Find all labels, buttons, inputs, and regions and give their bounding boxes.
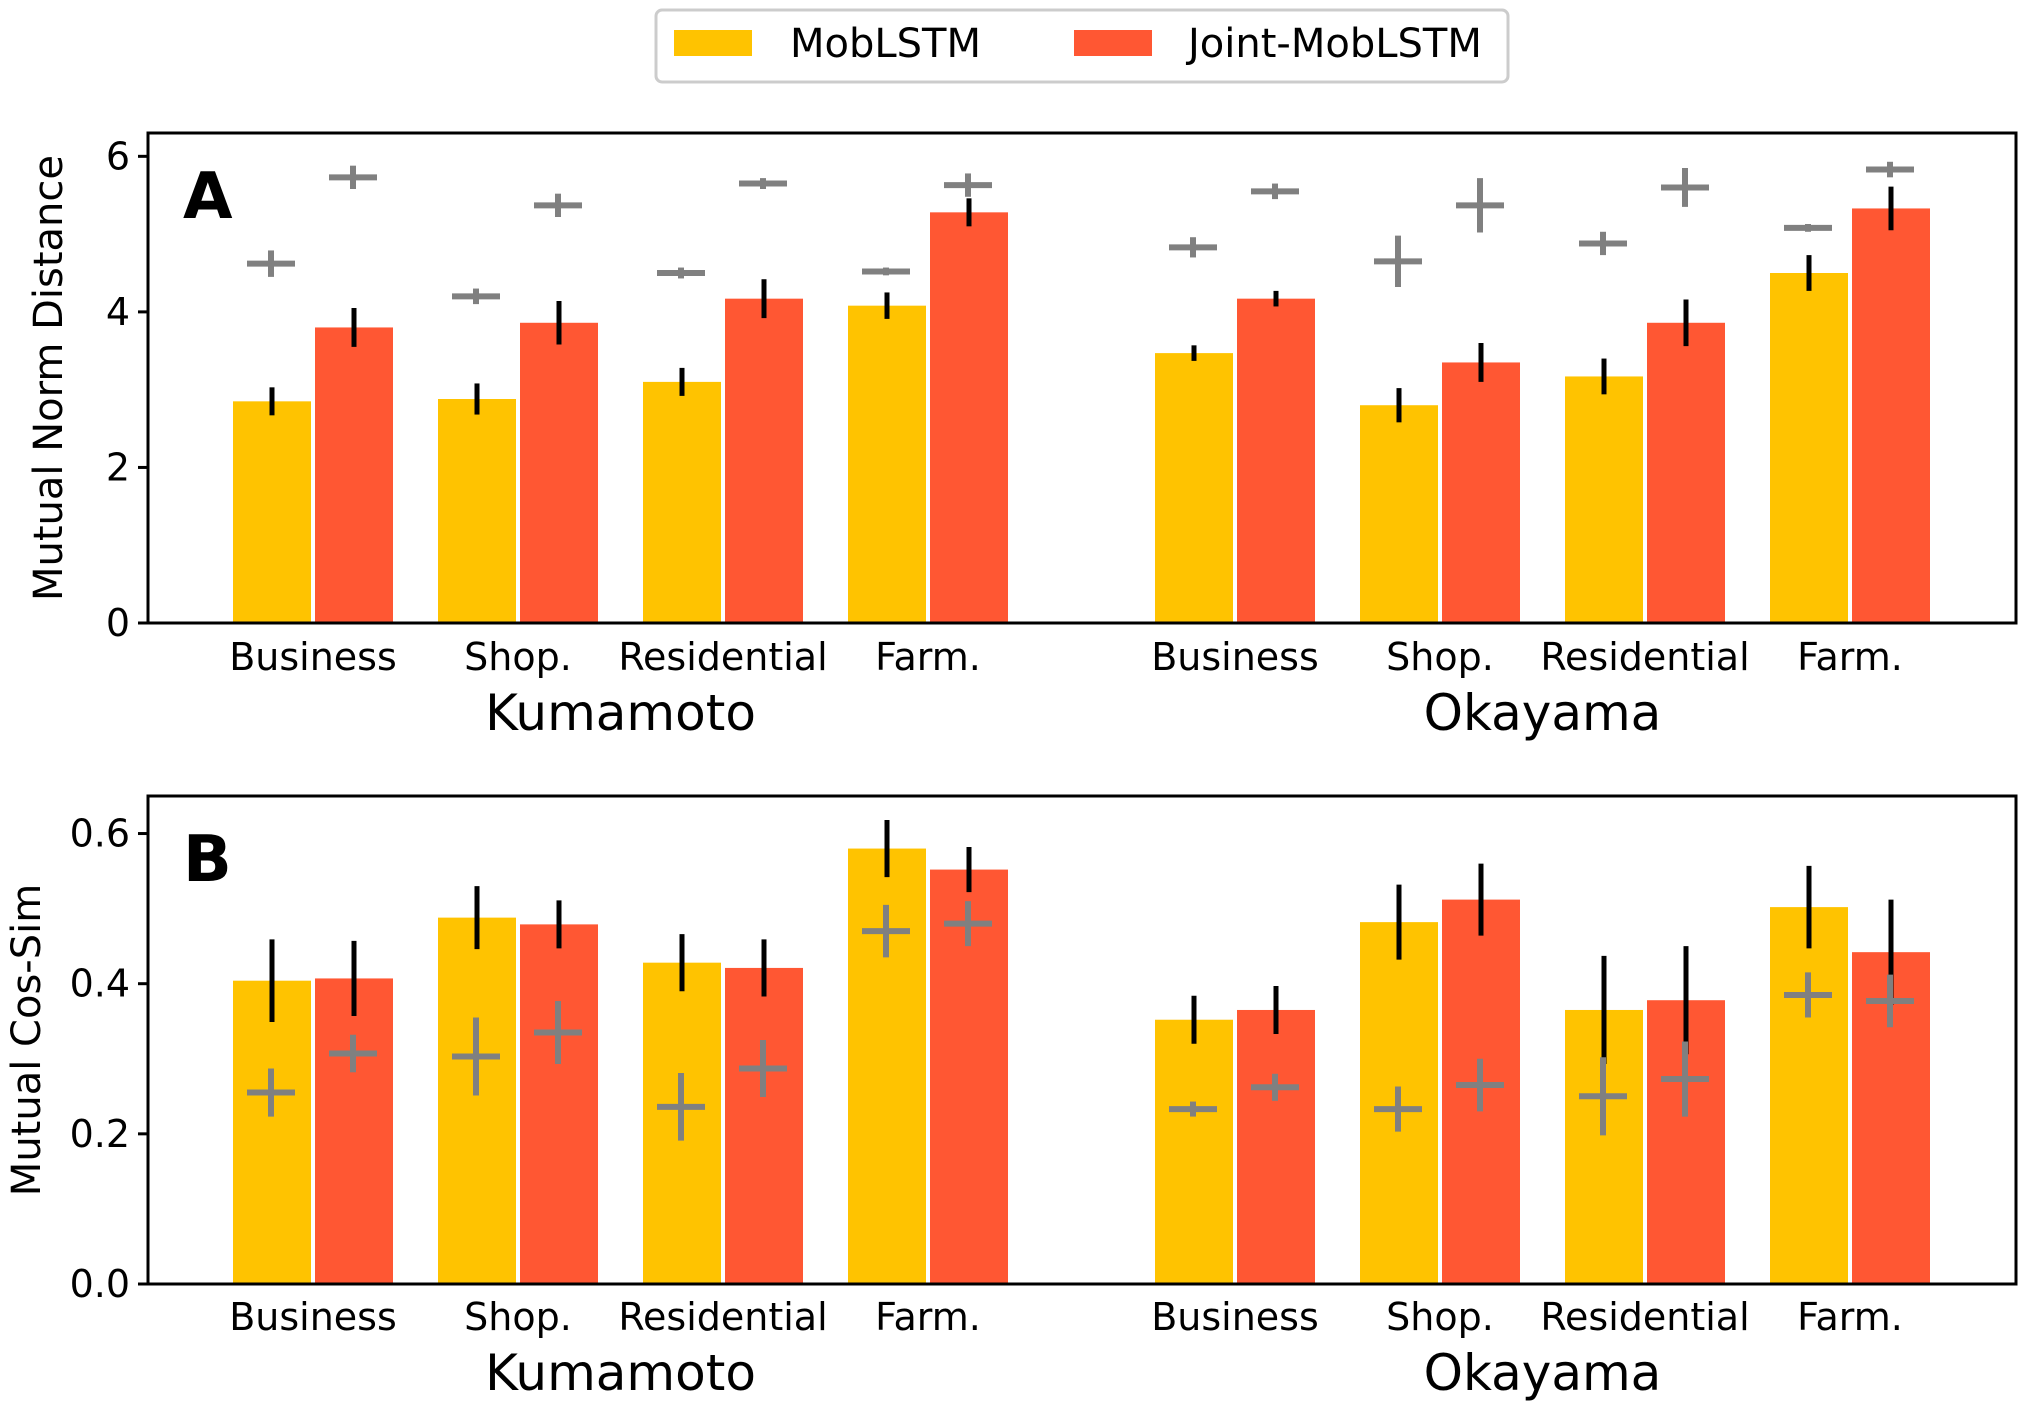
ytick-label-1: 2 [106, 445, 130, 489]
bar-moblstm-kumamoto-1 [438, 399, 516, 623]
legend: MobLSTM Joint-MobLSTM [654, 8, 1510, 84]
legend-label-mob: MobLSTM [790, 21, 981, 67]
ytick-label-3: 0.6 [70, 812, 130, 856]
category-label-okayama-2: Residential [1540, 1295, 1749, 1339]
category-label-okayama-3: Farm. [1797, 1295, 1903, 1339]
category-label-kumamoto-3: Farm. [875, 1295, 981, 1339]
category-label-kumamoto-0: Business [229, 1295, 397, 1339]
ytick-label-0: 0 [106, 601, 130, 645]
category-label-kumamoto-1: Shop. [464, 1295, 572, 1339]
panel-letter: A [183, 160, 233, 234]
bar-joint-moblstm-okayama-3 [1852, 208, 1930, 623]
category-label-okayama-3: Farm. [1797, 635, 1903, 679]
bar-joint-moblstm-okayama-2 [1647, 322, 1725, 623]
legend-label-joint: Joint-MobLSTM [1185, 21, 1482, 67]
group-label-kumamoto: Kumamoto [485, 1344, 756, 1402]
panel-a: Business Shop. Residential Farm. Kumamoto Bus… [26, 131, 2018, 742]
bar-joint-moblstm-kumamoto-0 [315, 978, 393, 1284]
bar-joint-moblstm-kumamoto-0 [315, 327, 393, 623]
category-label-okayama-1: Shop. [1386, 635, 1494, 679]
bar-joint-moblstm-kumamoto-2 [725, 298, 803, 623]
bar-moblstm-kumamoto-0 [233, 401, 311, 623]
panel-b: Business Shop. Residential Farm. Kumamoto Bus… [4, 794, 2018, 1402]
bar-joint-moblstm-okayama-0 [1237, 1009, 1315, 1284]
ytick-label-0: 0.0 [70, 1262, 130, 1306]
bar-moblstm-okayama-2 [1565, 376, 1643, 623]
category-label-kumamoto-0: Business [229, 635, 397, 679]
legend-swatch-mob [674, 30, 752, 56]
category-label-okayama-1: Shop. [1386, 1295, 1494, 1339]
bar-joint-moblstm-okayama-0 [1237, 298, 1315, 623]
ytick-label-2: 4 [106, 290, 130, 334]
category-label-kumamoto-1: Shop. [464, 635, 572, 679]
bar-moblstm-okayama-3 [1770, 907, 1848, 1284]
ytick-label-1: 0.2 [70, 1112, 130, 1156]
ytick-label-2: 0.4 [70, 962, 130, 1006]
group-label-okayama: Okayama [1424, 1344, 1662, 1402]
panel-letter: B [183, 823, 232, 897]
ytick-label-3: 6 [106, 134, 130, 178]
bar-moblstm-okayama-0 [1155, 1019, 1233, 1284]
bar-joint-moblstm-kumamoto-1 [520, 924, 598, 1284]
bar-moblstm-okayama-0 [1155, 353, 1233, 623]
category-label-kumamoto-3: Farm. [875, 635, 981, 679]
category-label-kumamoto-2: Residential [618, 1295, 827, 1339]
group-label-okayama: Okayama [1424, 684, 1662, 742]
category-label-kumamoto-2: Residential [618, 635, 827, 679]
bar-moblstm-kumamoto-2 [643, 381, 721, 623]
bar-moblstm-kumamoto-3 [848, 305, 926, 623]
bar-joint-moblstm-kumamoto-1 [520, 322, 598, 623]
category-label-okayama-2: Residential [1540, 635, 1749, 679]
bar-moblstm-okayama-3 [1770, 273, 1848, 623]
category-label-okayama-0: Business [1151, 1295, 1319, 1339]
bar-moblstm-okayama-1 [1360, 405, 1438, 623]
bar-joint-moblstm-okayama-1 [1442, 362, 1520, 623]
bar-moblstm-kumamoto-1 [438, 917, 516, 1284]
y-axis-label: Mutual Cos-Sim [4, 884, 50, 1196]
bar-joint-moblstm-kumamoto-3 [930, 212, 1008, 624]
y-axis-label: Mutual Norm Distance [26, 155, 72, 601]
bar-joint-moblstm-kumamoto-2 [725, 967, 803, 1284]
legend-swatch-joint [1074, 30, 1152, 56]
axes-frame [146, 131, 2018, 625]
category-label-okayama-0: Business [1151, 635, 1319, 679]
group-label-kumamoto: Kumamoto [485, 684, 756, 742]
axes-frame [146, 794, 2018, 1286]
bar-moblstm-kumamoto-0 [233, 980, 311, 1284]
